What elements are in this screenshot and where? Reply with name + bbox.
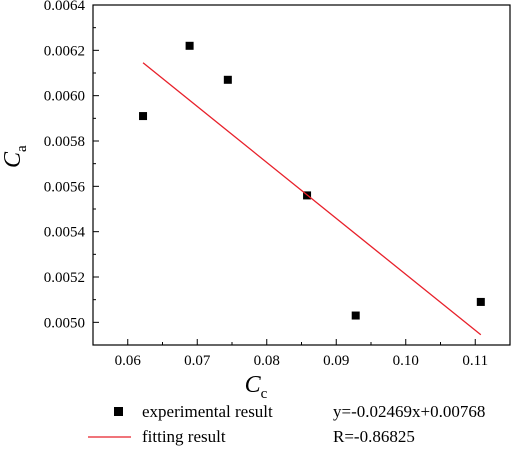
- x-tick-label: 0.11: [462, 353, 488, 369]
- data-point: [223, 75, 232, 84]
- x-axis: 0.06 0.07 0.08 0.09 0.10 0.11: [115, 339, 511, 369]
- legend-label-experimental: experimental result: [142, 402, 273, 421]
- legend-marker-experimental: [114, 407, 123, 416]
- x-axis-title-main: C: [245, 372, 262, 398]
- y-tick-label: 0.0062: [44, 43, 85, 59]
- plot-area: [92, 4, 511, 346]
- fit-r-value: R=-0.86825: [333, 427, 415, 446]
- x-tick-label: 0.07: [184, 353, 211, 369]
- y-axis-title-sub: a: [14, 145, 30, 152]
- data-point: [185, 41, 194, 50]
- fit-line: [142, 62, 482, 336]
- y-tick-label: 0.0064: [44, 0, 86, 14]
- data-point: [476, 297, 485, 306]
- y-axis-title-main: C: [0, 151, 26, 168]
- y-tick-label: 0.0052: [44, 270, 85, 286]
- data-marks: [139, 41, 485, 336]
- y-tick-label: 0.0050: [44, 315, 85, 331]
- x-tick-label: 0.10: [393, 353, 419, 369]
- y-tick-label: 0.0056: [44, 179, 86, 195]
- y-axis-title: Ca: [0, 145, 30, 168]
- x-tick-label: 0.08: [254, 353, 280, 369]
- y-axis: 0.0050 0.0052 0.0054 0.0056 0.0058 0.0060 0.00…: [44, 0, 99, 331]
- x-tick-label: 0.06: [115, 353, 142, 369]
- y-tick-label: 0.0058: [44, 134, 85, 150]
- y-tick-label: 0.0060: [44, 89, 85, 105]
- x-axis-title-sub: c: [261, 386, 268, 402]
- x-tick-label: 0.09: [323, 353, 349, 369]
- legend: experimental result fitting result y=-0.…: [88, 402, 485, 446]
- plot-frame: [92, 4, 511, 346]
- data-point: [351, 311, 360, 320]
- legend-label-fitting: fitting result: [142, 427, 226, 446]
- x-axis-title: Cc: [245, 372, 268, 402]
- y-tick-label: 0.0054: [44, 225, 86, 241]
- fit-equation: y=-0.02469x+0.00768: [333, 402, 485, 421]
- data-point: [139, 112, 148, 121]
